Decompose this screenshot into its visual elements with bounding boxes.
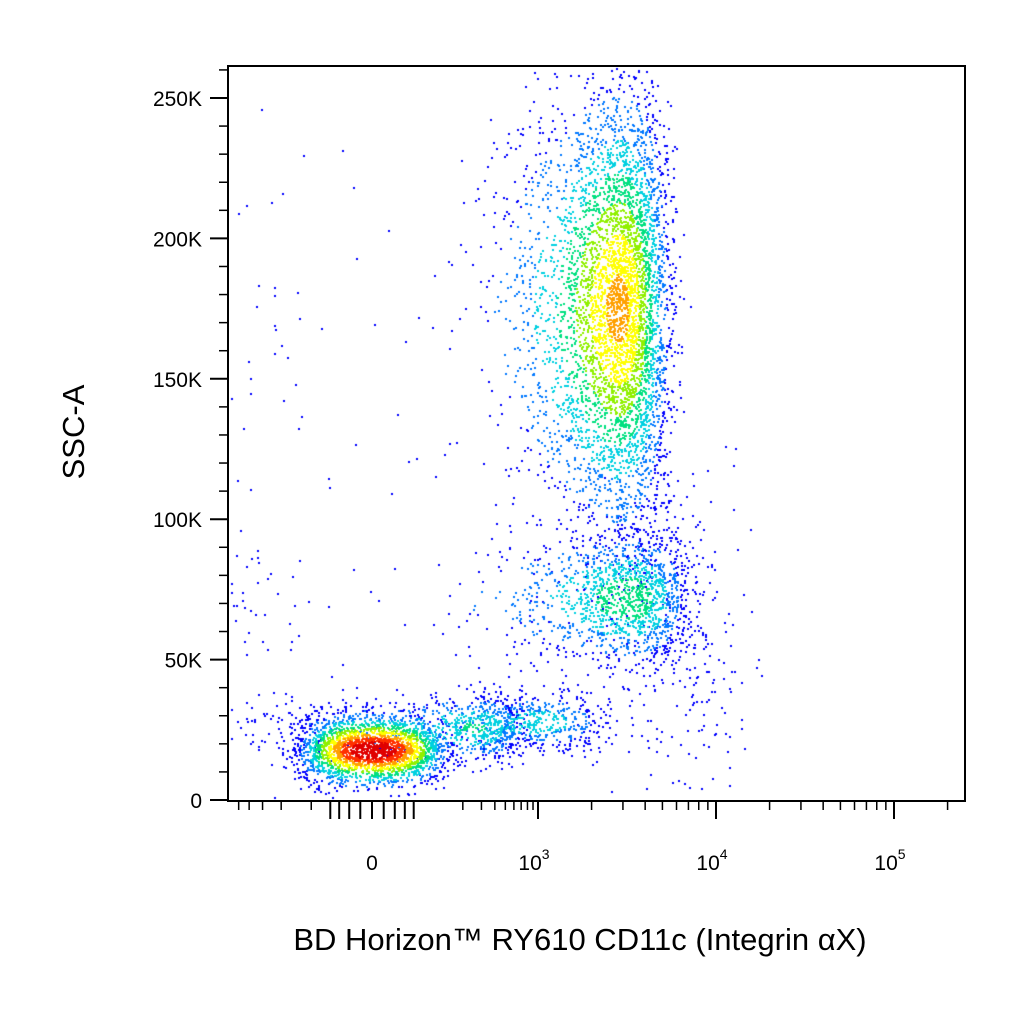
x-tick-label: 104 <box>696 846 727 875</box>
y-tick-label: 150K <box>153 369 202 392</box>
x-tick-label: 103 <box>518 846 549 875</box>
x-axis: 0 103 104 105 <box>237 801 949 875</box>
plot-frame <box>227 65 966 802</box>
y-tick-label: 50K <box>165 650 202 673</box>
x-axis-label: BD Horizon™ RY610 CD11c (Integrin αX) <box>293 922 866 957</box>
x-tick-label: 105 <box>874 846 905 875</box>
y-tick-label: 200K <box>153 228 202 251</box>
y-axis: 0 50K 100K 150K 200K 250K <box>153 69 228 813</box>
x-tick-label: 0 <box>366 852 378 875</box>
y-tick-label: 100K <box>153 509 202 532</box>
y-axis-label: SSC-A <box>56 384 91 479</box>
y-tick-label: 0 <box>190 790 202 813</box>
y-tick-label: 250K <box>153 88 202 111</box>
